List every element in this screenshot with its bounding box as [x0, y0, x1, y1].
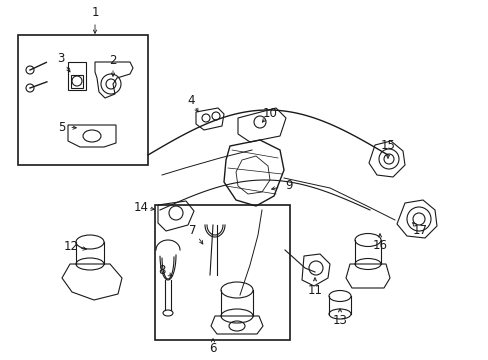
- Text: 12: 12: [63, 239, 79, 252]
- Text: 2: 2: [109, 54, 117, 67]
- Bar: [155, 205, 289, 340]
- Text: 16: 16: [372, 239, 386, 252]
- Text: 13: 13: [332, 314, 347, 327]
- Text: 4: 4: [187, 94, 194, 107]
- Text: 6: 6: [209, 342, 216, 355]
- Text: 9: 9: [285, 179, 292, 192]
- Text: 8: 8: [158, 264, 165, 276]
- Text: 10: 10: [262, 107, 277, 120]
- Text: 7: 7: [189, 224, 196, 237]
- Text: 1: 1: [91, 5, 99, 18]
- Text: 11: 11: [307, 284, 322, 297]
- Text: 17: 17: [412, 224, 427, 237]
- Text: 3: 3: [57, 51, 64, 64]
- Text: 5: 5: [58, 121, 65, 134]
- Text: 14: 14: [133, 201, 148, 213]
- Bar: [18, 35, 148, 165]
- Text: 15: 15: [380, 139, 395, 152]
